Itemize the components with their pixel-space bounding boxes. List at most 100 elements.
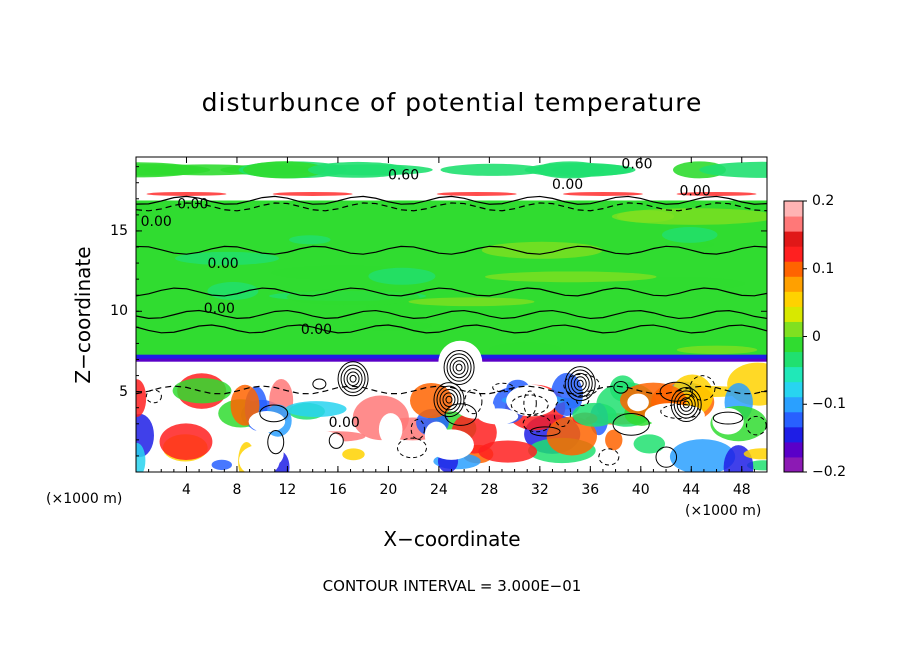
- contour-ring: [712, 411, 744, 425]
- contour-ring: [529, 426, 561, 437]
- plume-contour: [570, 372, 590, 395]
- plume-contour: [676, 393, 696, 416]
- lower-patch: [669, 439, 736, 472]
- contour-ring: [598, 448, 620, 466]
- contour-ring: [145, 389, 162, 404]
- plume-cell: [438, 340, 483, 385]
- contour-label: 0.00: [329, 415, 360, 431]
- plume-contour: [349, 374, 357, 383]
- contour-ring: [659, 381, 693, 402]
- x-tick-label: 40: [631, 482, 650, 498]
- top-warm-edge: [272, 191, 353, 196]
- lower-white-cell: [670, 405, 705, 426]
- colorbar-tick-label: −0.1: [812, 396, 846, 413]
- colorbar-swatch: [784, 411, 803, 428]
- contour-line: [136, 324, 767, 334]
- colorbar-swatch: [784, 381, 803, 398]
- contour-label: 0.00: [679, 184, 710, 200]
- colorbar-swatch: [784, 306, 803, 322]
- x-tick-label: 24: [429, 482, 448, 498]
- colorbar-swatch: [784, 396, 803, 413]
- mid-band-patch: [676, 345, 758, 355]
- x-axis-label: X−coordinate: [383, 527, 521, 551]
- colorbar-tick-label: −0.2: [812, 464, 846, 480]
- contour-label: 0.60: [621, 156, 652, 172]
- contour-ring: [510, 394, 549, 416]
- colorbar-swatch: [784, 201, 803, 217]
- contour-line: [136, 309, 767, 320]
- contour-line: [136, 195, 767, 205]
- contour-label: 0.00: [301, 322, 332, 338]
- lower-patch: [342, 448, 365, 461]
- contour-label: 0.00: [141, 214, 172, 230]
- mid-band-patch: [368, 267, 436, 285]
- lower-patch: [605, 429, 623, 451]
- mid-band-patch: [611, 208, 767, 225]
- x-tick-label: 20: [379, 482, 398, 498]
- mid-band-patch: [489, 342, 562, 358]
- contour-ring: [267, 429, 285, 455]
- lower-patch: [136, 442, 146, 472]
- x-tick-label: 28: [480, 482, 499, 498]
- plume-contour: [573, 376, 587, 391]
- plume-contour: [346, 371, 360, 387]
- mid-band-patch: [616, 276, 746, 291]
- contour-ring: [563, 373, 600, 397]
- contour-ring: [312, 378, 327, 390]
- contour-label: 0.60: [388, 168, 419, 184]
- top-patch: [143, 164, 268, 176]
- lower-patch: [136, 379, 147, 417]
- colorbar-swatch: [784, 291, 803, 307]
- lower-patch: [285, 401, 347, 417]
- colorbar-swatch: [784, 216, 803, 232]
- top-warm-edge: [436, 191, 517, 196]
- colorbar-tick-label: 0.2: [812, 193, 835, 209]
- mid-band-patch: [484, 271, 657, 283]
- plume-contour: [455, 363, 463, 372]
- plume-contour: [446, 353, 472, 382]
- contour-ring: [464, 388, 483, 415]
- x-tick-label: 8: [232, 482, 242, 498]
- top-white-cell: [431, 177, 522, 194]
- mid-band-patch: [481, 241, 603, 259]
- colorbar-swatch: [784, 366, 803, 383]
- mid-band-patch: [408, 297, 535, 307]
- top-patch: [307, 161, 408, 178]
- colorbar-swatch: [784, 276, 803, 292]
- top-white-cell: [557, 177, 648, 194]
- plume-contour: [567, 369, 593, 398]
- plume-contour: [673, 390, 699, 419]
- lower-white-cell: [251, 440, 284, 468]
- lower-patch: [211, 459, 232, 471]
- top-warm-edge: [676, 191, 757, 196]
- lower-white-cell: [477, 408, 519, 425]
- top-warm-edge: [562, 191, 643, 196]
- field-layer: 0.60 0.00 0.00 0.60 0.00 0.00 0.00 0.00 0.00 0.00: [136, 156, 767, 472]
- lower-patch: [743, 448, 767, 460]
- colorbar-swatch: [784, 321, 803, 337]
- contour-ring: [259, 404, 289, 423]
- mid-band-patch: [207, 282, 259, 300]
- x-tick-label: 32: [530, 482, 549, 498]
- top-white-cell: [671, 177, 762, 194]
- plume-contour: [670, 387, 702, 422]
- plume-contour: [682, 400, 690, 409]
- top-patch: [440, 163, 545, 176]
- contour-line: [136, 385, 767, 395]
- lower-patch: [409, 382, 453, 419]
- x-tick-label: 16: [328, 482, 347, 498]
- mid-band-patch: [461, 308, 551, 319]
- contour-ring: [328, 432, 344, 449]
- contour-ring: [553, 399, 572, 428]
- plume-contour: [452, 360, 466, 375]
- x-unit-left: (×1000 m): [46, 491, 123, 507]
- x-tick-label: 4: [182, 482, 191, 498]
- y-axis-label: Z−coordinate: [71, 246, 95, 384]
- colorbar-tick-label: 0.1: [812, 260, 835, 277]
- contour-ring: [522, 414, 551, 433]
- contour-ring: [612, 413, 650, 436]
- top-warm-edge: [146, 191, 227, 196]
- contour-interval-note: CONTOUR INTERVAL = 3.000E−01: [322, 577, 582, 595]
- lower-patch: [546, 416, 597, 456]
- x-tick-label: 12: [278, 482, 297, 498]
